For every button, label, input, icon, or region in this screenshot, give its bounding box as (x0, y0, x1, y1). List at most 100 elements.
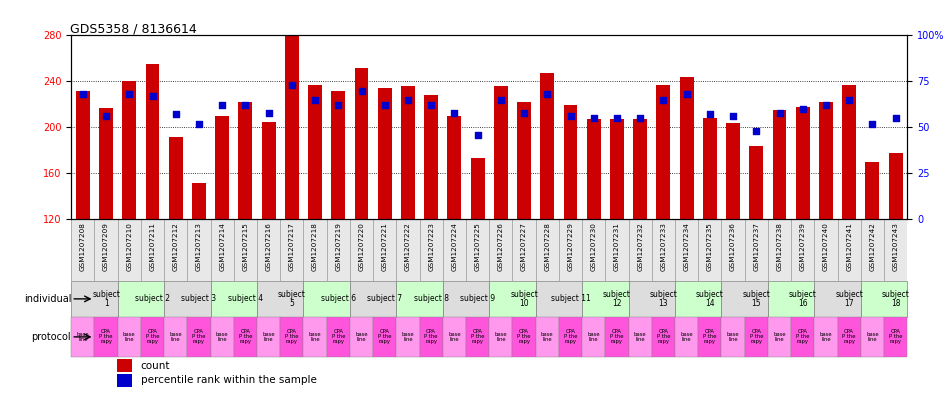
Text: protocol: protocol (31, 332, 71, 342)
Point (726, 113, 741, 119)
Text: base
line: base line (587, 332, 600, 342)
Text: base
line: base line (169, 332, 182, 342)
Bar (192, 182, 206, 219)
Point (377, 102, 392, 108)
Bar (71, 281, 118, 317)
Point (772, 110, 788, 116)
Point (795, 106, 810, 112)
Bar (466, 317, 489, 357)
Bar (257, 281, 303, 317)
Bar (582, 317, 605, 357)
Text: count: count (141, 360, 170, 371)
Point (888, 115, 903, 121)
Text: CPA
P the
rapy: CPA P the rapy (518, 329, 531, 344)
Bar (489, 317, 512, 357)
Text: base
line: base line (309, 332, 321, 342)
Bar (888, 152, 902, 219)
Bar (861, 317, 884, 357)
Text: base
line: base line (680, 332, 693, 342)
Point (702, 111, 717, 118)
Text: CPA
P the
rapy: CPA P the rapy (889, 329, 902, 344)
Text: subject
10: subject 10 (510, 290, 538, 308)
Bar (634, 119, 647, 219)
Bar (470, 158, 484, 219)
Bar (559, 317, 582, 357)
Text: subject
1: subject 1 (92, 290, 120, 308)
Bar (819, 102, 833, 219)
Bar (261, 121, 275, 219)
Text: GSM1207222: GSM1207222 (405, 222, 411, 271)
Text: GSM1207227: GSM1207227 (522, 222, 527, 271)
Text: base
line: base line (727, 332, 739, 342)
Bar (373, 317, 396, 357)
Text: subject
17: subject 17 (835, 290, 864, 308)
Text: GSM1207225: GSM1207225 (475, 222, 481, 271)
Bar (332, 90, 345, 219)
Bar (698, 317, 721, 357)
Text: GSM1207230: GSM1207230 (591, 222, 597, 271)
Bar (703, 118, 717, 219)
Text: GSM1207210: GSM1207210 (126, 222, 132, 271)
Point (563, 113, 579, 119)
Text: CPA
P the
rapy: CPA P the rapy (703, 329, 716, 344)
Bar (629, 317, 652, 357)
Bar (512, 317, 536, 357)
Bar (489, 281, 536, 317)
Text: CPA
P the
rapy: CPA P the rapy (378, 329, 391, 344)
Bar (838, 317, 861, 357)
Text: GSM1207238: GSM1207238 (776, 222, 783, 271)
Bar (396, 317, 420, 357)
Bar (768, 281, 814, 317)
Point (261, 110, 276, 116)
Text: percentile rank within the sample: percentile rank within the sample (141, 375, 316, 386)
Text: CPA
P the
rapy: CPA P the rapy (425, 329, 438, 344)
Text: CPA
P the
rapy: CPA P the rapy (100, 329, 113, 344)
Text: base
line: base line (77, 332, 89, 342)
Text: GSM1207226: GSM1207226 (498, 222, 504, 271)
Text: CPA
P the
rapy: CPA P the rapy (332, 329, 345, 344)
Text: GSM1207228: GSM1207228 (544, 222, 550, 271)
Bar (145, 64, 160, 219)
Bar (768, 317, 791, 357)
Text: base
line: base line (495, 332, 507, 342)
Text: base
line: base line (262, 332, 275, 342)
Bar (396, 281, 443, 317)
Text: GDS5358 / 8136614: GDS5358 / 8136614 (70, 22, 198, 35)
Bar (169, 136, 182, 219)
Bar (814, 281, 861, 317)
Text: individual: individual (24, 294, 71, 304)
Text: GSM1207242: GSM1207242 (869, 222, 875, 271)
Text: GSM1207236: GSM1207236 (731, 222, 736, 271)
Bar (234, 317, 257, 357)
Bar (447, 116, 462, 219)
Text: subject
5: subject 5 (278, 290, 306, 308)
Bar (796, 107, 809, 219)
Point (331, 102, 346, 108)
Point (470, 132, 485, 138)
Bar (117, 375, 132, 387)
Text: CPA
P the
rapy: CPA P the rapy (471, 329, 484, 344)
Point (656, 97, 671, 103)
Bar (443, 281, 489, 317)
Text: GSM1207208: GSM1207208 (80, 222, 86, 271)
Bar (401, 86, 415, 219)
Text: subject
13: subject 13 (650, 290, 677, 308)
Text: CPA
P the
rapy: CPA P the rapy (145, 329, 160, 344)
Bar (327, 317, 350, 357)
Point (400, 97, 415, 103)
Text: base
line: base line (773, 332, 786, 342)
Text: subject 4: subject 4 (228, 294, 263, 303)
Text: GSM1207233: GSM1207233 (660, 222, 666, 271)
Text: GSM1207234: GSM1207234 (684, 222, 690, 271)
Text: GSM1207235: GSM1207235 (707, 222, 712, 271)
Bar (123, 81, 136, 219)
Bar (76, 90, 90, 219)
Text: GSM1207215: GSM1207215 (242, 222, 248, 271)
Point (99, 113, 114, 119)
Bar (517, 102, 531, 219)
Bar (587, 119, 600, 219)
Bar (164, 281, 211, 317)
Text: subject 7: subject 7 (368, 294, 402, 303)
Bar (675, 317, 698, 357)
Text: base
line: base line (355, 332, 368, 342)
